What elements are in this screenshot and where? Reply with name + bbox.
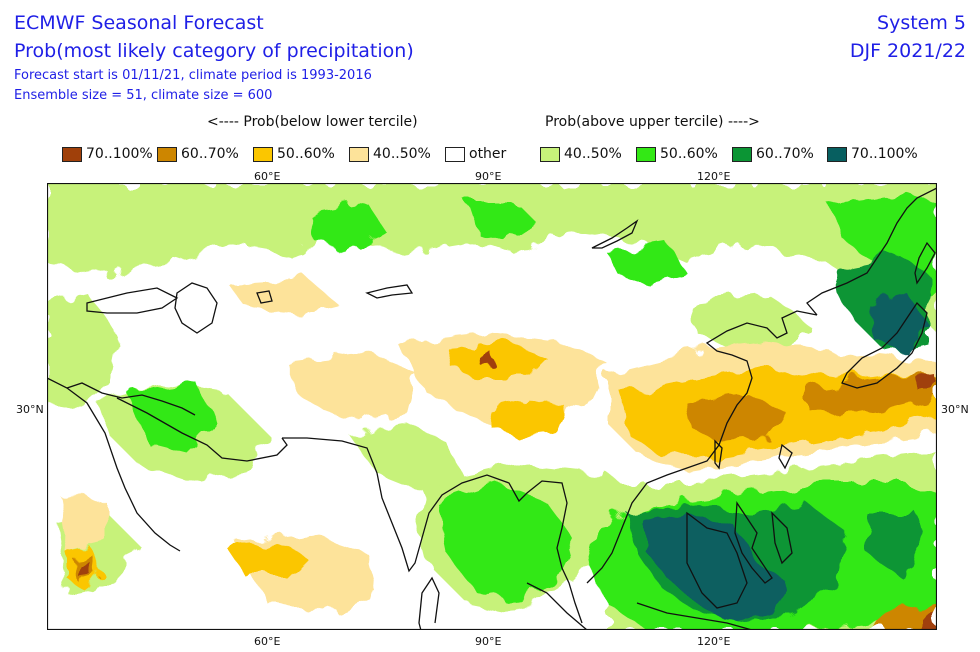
below-60-70-regions xyxy=(72,373,937,630)
legend-label: 70..100% xyxy=(851,146,918,162)
legend-label: 40..50% xyxy=(373,146,431,162)
legend-swatch xyxy=(62,146,82,162)
legend-swatch xyxy=(253,146,273,162)
legend-label: 70..100% xyxy=(86,146,153,162)
legend-item-below-40-50: 40..50% xyxy=(349,144,431,164)
legend: 70..100% 60..70% 50..60% 40..50% other 4… xyxy=(0,144,980,166)
legend-item-above-70-100: 70..100% xyxy=(827,144,918,164)
map-frame xyxy=(47,183,937,630)
forecast-start-text: Forecast start is 01/11/21, climate peri… xyxy=(14,68,372,83)
legend-label: 50..60% xyxy=(660,146,718,162)
legend-item-above-50-60: 50..60% xyxy=(636,144,718,164)
legend-item-above-60-70: 60..70% xyxy=(732,144,814,164)
legend-swatch xyxy=(157,146,177,162)
legend-above-heading: Prob(above upper tercile) ----> xyxy=(545,114,760,130)
ensemble-size-text: Ensemble size = 51, climate size = 600 xyxy=(14,88,273,103)
system-label: System 5 xyxy=(877,12,966,34)
legend-label: other xyxy=(469,146,507,162)
legend-item-other: other xyxy=(445,144,506,164)
legend-swatch xyxy=(732,146,752,162)
legend-swatch xyxy=(349,146,369,162)
legend-swatch xyxy=(540,146,560,162)
below-70-100-regions xyxy=(77,353,937,630)
map-subtitle: Prob(most likely category of precipitati… xyxy=(14,40,414,62)
map-title: ECMWF Seasonal Forecast xyxy=(14,12,264,34)
legend-item-below-50-60: 50..60% xyxy=(253,144,335,164)
legend-label: 50..60% xyxy=(277,146,335,162)
legend-item-below-60-70: 60..70% xyxy=(157,144,239,164)
season-label: DJF 2021/22 xyxy=(849,40,966,62)
legend-label: 60..70% xyxy=(756,146,814,162)
top-tick-60e: 60°E xyxy=(254,170,281,183)
legend-item-below-70-100: 70..100% xyxy=(62,144,153,164)
above-70-100-regions xyxy=(647,293,927,623)
precipitation-probability-map xyxy=(47,183,937,630)
right-tick-30n: 30°N xyxy=(941,403,969,416)
legend-label: 60..70% xyxy=(181,146,239,162)
probability-shading xyxy=(47,183,937,630)
bottom-tick-60e: 60°E xyxy=(254,635,281,648)
left-tick-30n: 30°N xyxy=(16,403,44,416)
top-tick-90e: 90°E xyxy=(475,170,502,183)
legend-label: 40..50% xyxy=(564,146,622,162)
legend-swatch xyxy=(445,146,465,162)
legend-swatch xyxy=(827,146,847,162)
legend-swatch xyxy=(636,146,656,162)
legend-item-above-40-50: 40..50% xyxy=(540,144,622,164)
top-tick-120e: 120°E xyxy=(697,170,731,183)
bottom-tick-90e: 90°E xyxy=(475,635,502,648)
bottom-tick-120e: 120°E xyxy=(697,635,731,648)
coastlines xyxy=(47,187,937,630)
legend-below-heading: <---- Prob(below lower tercile) xyxy=(207,114,418,130)
